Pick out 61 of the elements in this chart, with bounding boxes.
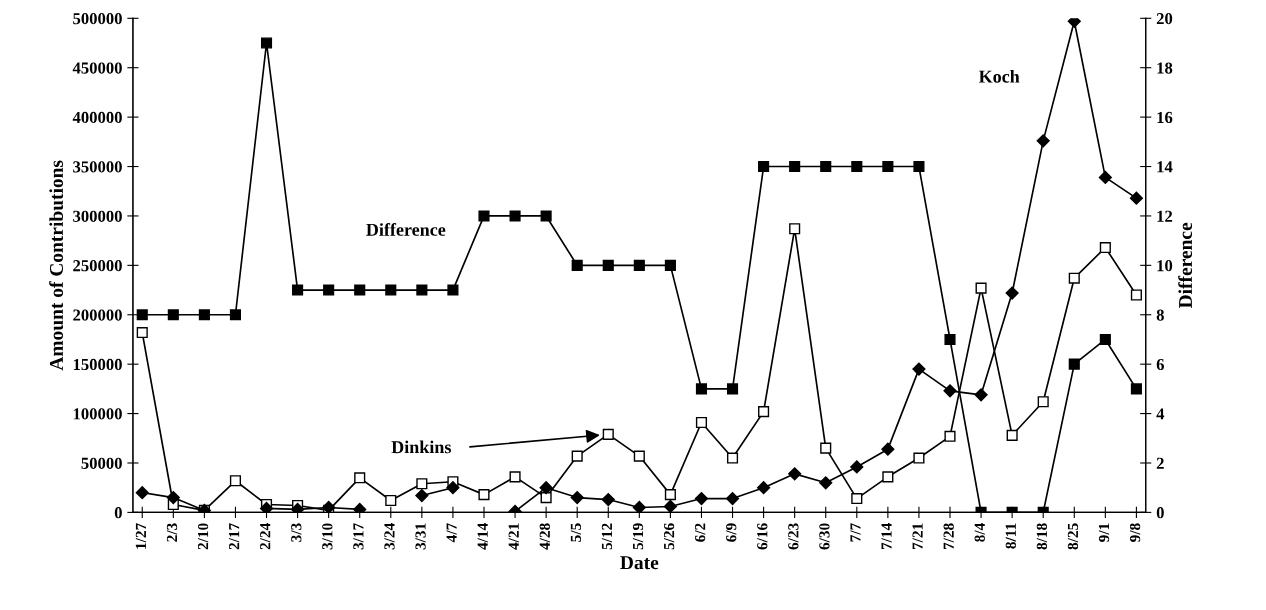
x-tick-label: 3/31 [415,523,426,550]
series-label: Difference [366,222,446,236]
y-tick-label: 0 [114,507,122,519]
y2-tick-label: 12 [1157,210,1173,222]
y-tick-label: 400000 [72,111,122,124]
x-tick-label: 8/11 [1005,523,1016,549]
x-tick-label: 9/1 [1098,523,1110,542]
y-tick-label: 350000 [73,161,122,173]
x-tick-label: 6/16 [757,523,768,550]
x-tick-label: 5/19 [632,523,644,550]
y2-tick-label: 18 [1157,62,1173,74]
series-label: Dinkins [391,440,451,454]
y-tick-label: 100000 [73,408,122,420]
y2-tick-label: 16 [1157,111,1173,124]
y-tick-label: 150000 [73,358,122,371]
y2-tick-label: 14 [1157,161,1173,173]
x-tick-label: 2/10 [197,523,209,550]
y2-tick-label: 10 [1157,260,1173,272]
x-tick-label: 4/14 [477,523,488,550]
y-tick-label: 200000 [73,309,122,321]
x-tick-label: 4/7 [446,523,457,543]
y-tick-label: 500000 [73,13,122,25]
x-tick-label: 6/9 [726,523,737,542]
x-axis-title: Date [620,556,659,570]
x-tick-label: 1/27 [135,523,147,549]
x-tick-label: 5/5 [570,523,582,542]
x-tick-label: 9/8 [1129,523,1141,542]
x-tick-label: 8/4 [974,523,985,542]
x-tick-label: 3/17 [353,523,364,550]
x-tick-label: 3/10 [322,523,333,550]
y-tick-label: 450000 [72,62,122,74]
y2-axis-title: Difference [1178,222,1193,309]
y-axis-title: Amount of Contributions [49,160,64,371]
x-tick-label: 7/14 [881,523,892,550]
y2-tick-label: 0 [1156,507,1164,519]
x-tick-label: 8/18 [1036,523,1048,550]
x-tick-label: 2/3 [166,523,178,542]
x-tick-label: 4/28 [539,523,550,550]
y-tick-label: 50000 [81,457,122,469]
x-tick-label: 5/26 [663,523,675,550]
text: Koch [978,70,1020,83]
y2-tick-label: 6 [1156,358,1164,371]
y-tick-label: 250000 [73,260,122,272]
x-tick-label: 7/21 [912,523,923,550]
y-tick-label: 300000 [73,210,122,222]
x-tick-label: 3/24 [384,523,395,550]
x-tick-label: 6/2 [695,523,706,542]
y2-tick-label: 8 [1156,309,1164,321]
x-tick-label: 2/17 [229,523,240,550]
x-tick-label: 6/23 [788,523,799,550]
y2-tick-label: 2 [1156,457,1164,469]
x-tick-label: 8/25 [1067,523,1079,550]
x-tick-label: 7/28 [943,523,954,550]
y2-tick-label: 4 [1156,408,1165,420]
x-tick-label: 6/30 [819,523,830,550]
x-tick-label: 5/12 [601,523,613,550]
x-tick-label: 4/21 [508,523,519,550]
y2-tick-label: 20 [1156,13,1173,25]
x-tick-label: 2/24 [260,523,271,550]
x-tick-label: 3/3 [291,523,302,542]
x-tick-label: 7/7 [850,523,861,542]
